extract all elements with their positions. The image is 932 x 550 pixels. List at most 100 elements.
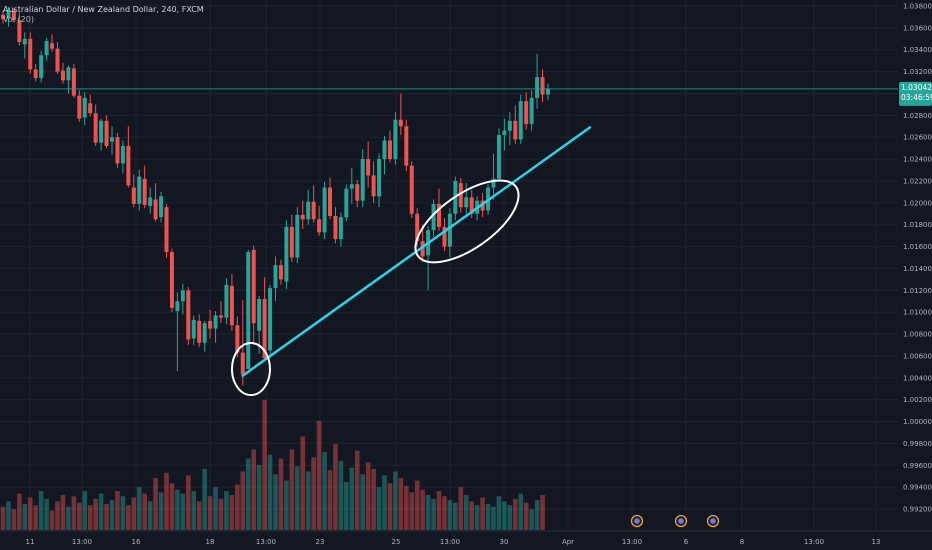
time-scale[interactable] [0,531,898,550]
volume-bar [278,458,284,530]
candle-body [344,188,349,218]
candle-body [377,159,382,197]
volume-bar [295,466,300,530]
candles [1,7,550,386]
volume-bar [229,494,235,530]
candle-body [529,97,534,125]
time-tick-label: 30 [500,538,509,546]
candle-body [219,315,223,318]
price-tick-label: 1.03600 [903,24,932,32]
volume-bar [453,502,458,530]
volume-bar [420,489,425,530]
volume-bar [409,492,415,530]
candle-body [93,113,98,143]
volume-bar [60,494,66,530]
time-axis-labels: 11 13:00 16 18 13:00 23 25 13:00 30 Apr 13:00 6 8 13:… [26,538,881,546]
candle-body [77,95,82,119]
candle-body [33,69,38,79]
volume-bar [387,483,393,530]
volume-bar [202,468,207,530]
time-tick-label: 13:00 [440,538,460,546]
price-tick-label: 1.02600 [903,134,932,142]
candle-body [437,203,441,227]
volume-bar [267,454,273,530]
candle-body [17,20,22,43]
volume-bar [333,444,338,530]
volume-bar [371,468,376,530]
volume-bar [191,491,197,530]
candle-body [175,301,180,312]
candle-body [115,137,120,164]
volume-bar [382,475,387,530]
current-price-label: 1.03042 [901,83,932,92]
candle-body [349,184,354,189]
volume-bars [0,400,545,530]
price-tick-label: 1.00400 [903,374,932,382]
volume-bar [240,471,246,530]
volume-bar [393,471,398,530]
volume-bar [354,450,360,530]
volume-bar [436,491,442,530]
time-tick-label: 6 [684,538,689,546]
candle-body [502,130,507,136]
price-tick-label: 1.03400 [903,46,932,54]
candle-body [197,320,202,343]
candle-body [311,201,316,220]
candle-body [148,197,153,207]
candle-body [131,187,136,204]
volume-bar [136,487,142,530]
economic-events[interactable] [630,514,720,528]
volume-bar [49,510,55,530]
price-tick-label: 0.99200 [903,506,932,514]
price-tick-label: 0.99400 [903,484,932,492]
volume-bar [365,462,371,530]
candle-body [540,77,545,95]
volume-bar [147,501,153,530]
volume-bar [131,497,137,530]
candle-body [317,219,322,233]
volume-indicator-label: Vol (20) [3,15,34,24]
candle-body [164,207,169,253]
symbol-title: Australian Dollar / New Zealand Dollar, … [3,5,204,14]
candle-body [6,10,11,19]
volume-bar [273,474,278,530]
volume-bar [540,494,545,530]
price-tick-label: 1.02800 [903,112,932,120]
candle-body [355,184,360,201]
volume-bar [115,491,120,530]
volume-bar [316,420,322,530]
price-tick-label: 0.99600 [903,462,932,470]
ellipse-annotation-retest[interactable] [402,165,531,278]
volume-bar [491,506,496,530]
price-tick-label: 1.01800 [903,221,932,229]
time-tick-label: 13 [872,538,881,546]
volume-bar [98,493,104,530]
volume-bar [376,487,382,530]
candle-body [262,299,267,359]
candle-body [159,196,164,218]
candle-body [273,265,278,289]
volume-bar [518,493,524,530]
candle-body [104,120,109,146]
ellipse-annotation-low[interactable] [230,342,271,397]
volume-bar [458,487,464,530]
candle-body [415,213,420,242]
volume-bar [109,500,115,530]
candle-body [442,226,447,247]
time-tick-label: 11 [26,538,35,546]
price-tick-label: 1.00000 [903,418,932,426]
volume-bar [93,498,98,530]
volume-bar [0,506,6,530]
candle-body [295,214,300,258]
candle-body [409,165,414,214]
event-marker-flag [678,518,684,524]
candle-body [278,265,283,280]
volume-bar [235,484,240,530]
candle-body [546,89,550,95]
time-tick-label: 13:00 [256,538,276,546]
candle-body [202,323,207,343]
volume-bar [300,436,306,530]
candle-body [360,159,365,201]
candle-body [126,145,131,186]
